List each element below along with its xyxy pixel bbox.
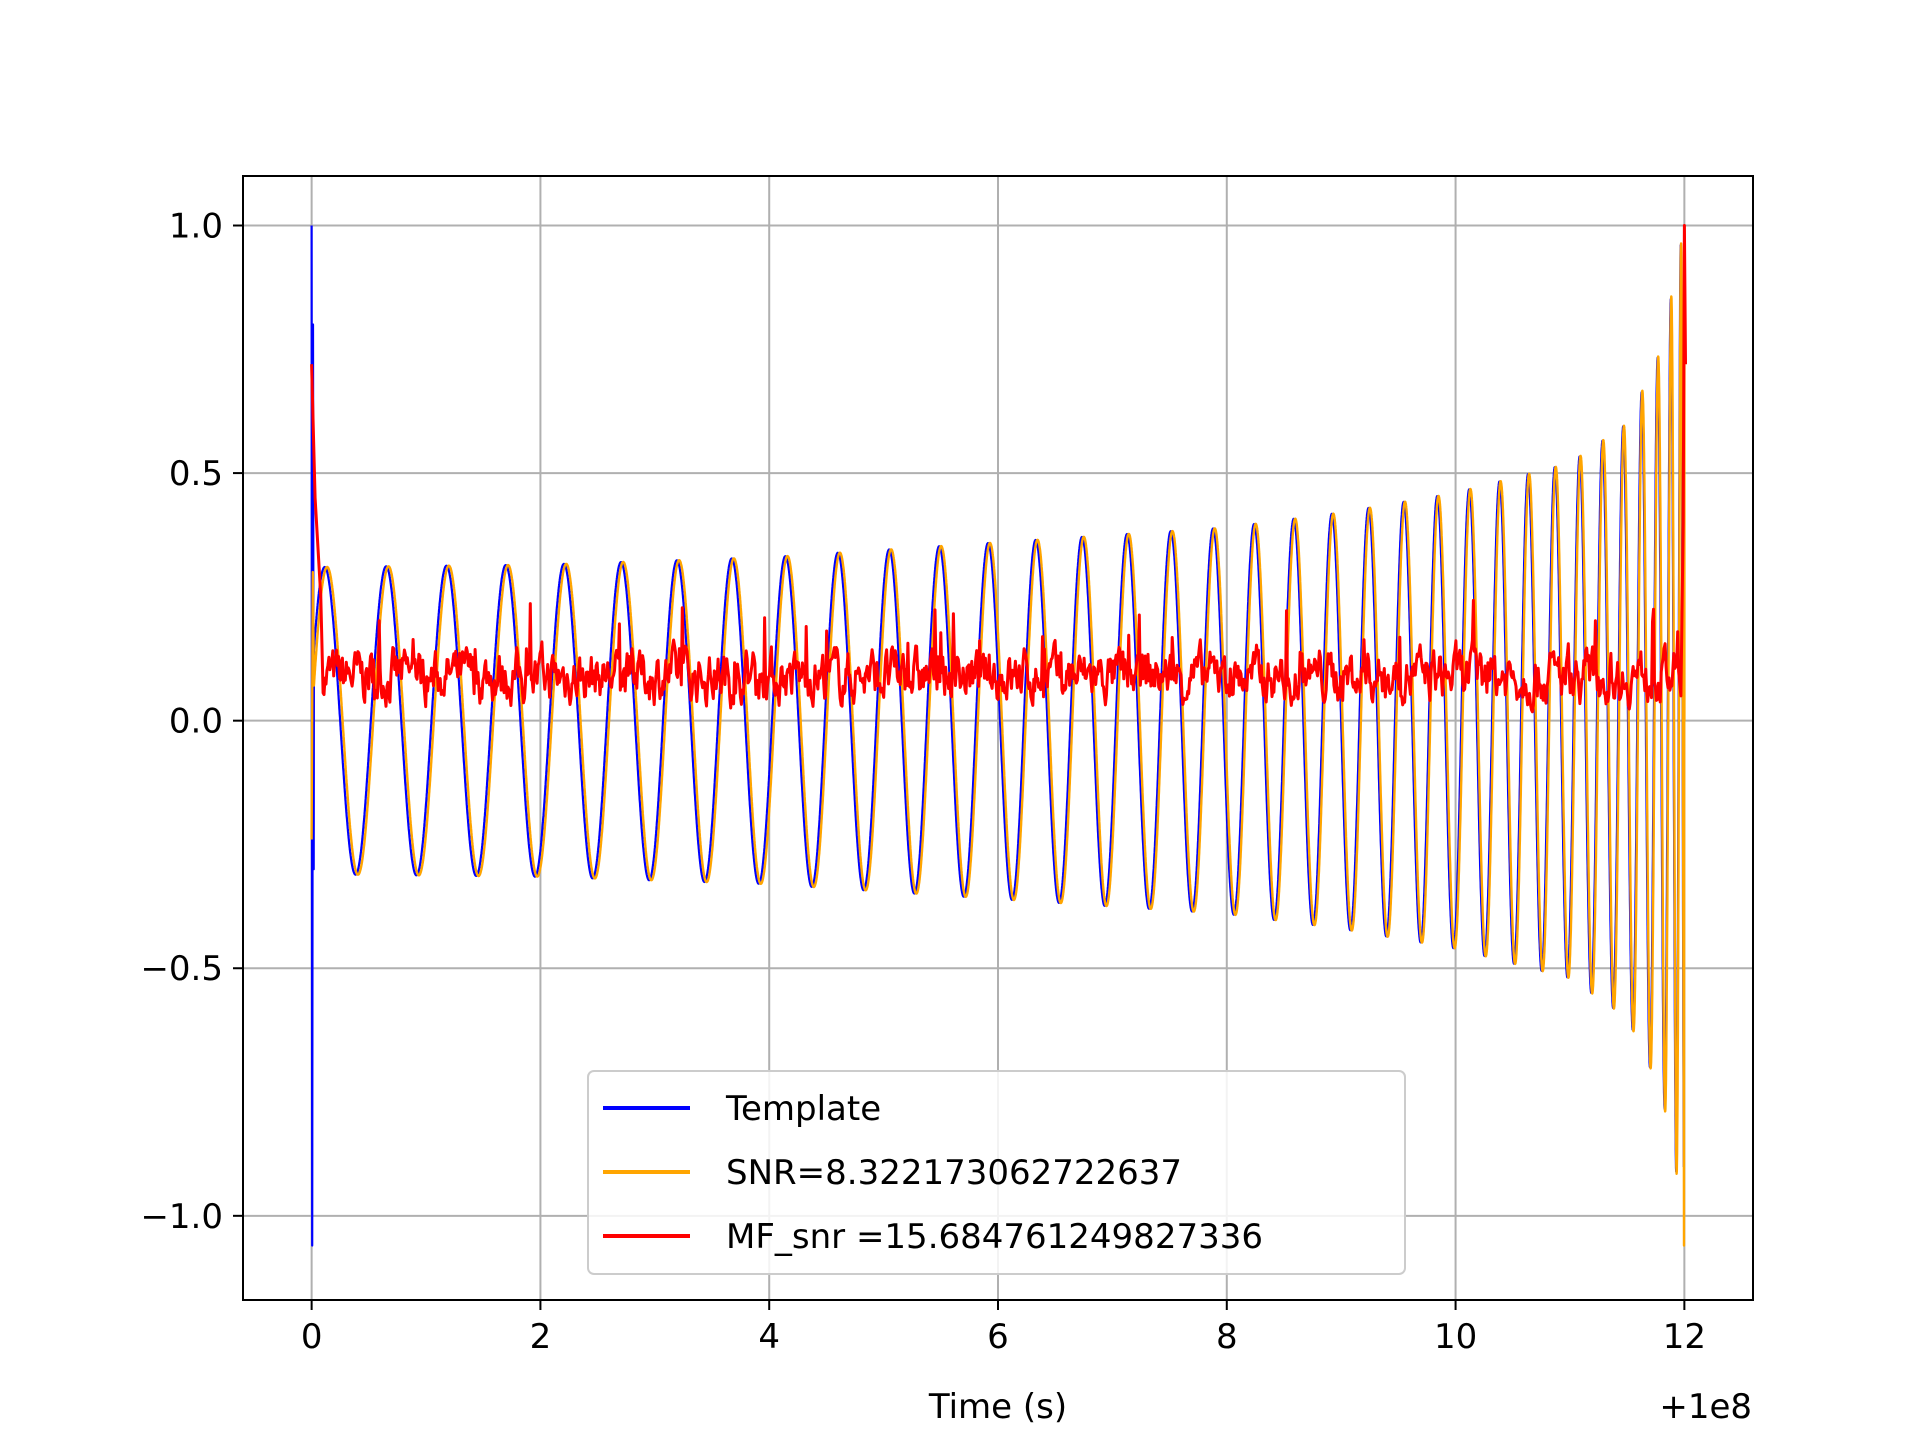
- x-tick-label: 0: [301, 1317, 323, 1357]
- x-axis-label: Time (s): [928, 1387, 1067, 1427]
- legend: Template SNR=8.322173062722637 MF_snr =15.…: [587, 1070, 1406, 1275]
- y-tick-label: 0.5: [169, 454, 223, 494]
- x-tick-label: 8: [1216, 1317, 1238, 1357]
- y-tick-label: 1.0: [169, 207, 223, 247]
- legend-entry-2: MF_snr =15.684761249827336: [726, 1217, 1263, 1257]
- series-mf-snr-line: [310, 224, 1687, 714]
- x-tick-label: 12: [1663, 1317, 1706, 1357]
- y-tick-label: −1.0: [140, 1197, 223, 1237]
- series-layer: [310, 224, 1687, 1247]
- y-tick-label: −0.5: [140, 949, 223, 989]
- x-tick-label: 6: [987, 1317, 1009, 1357]
- x-tick-label: 4: [758, 1317, 780, 1357]
- y-tick-label: 0.0: [169, 702, 223, 742]
- x-tick-label: 10: [1434, 1317, 1477, 1357]
- series-snr-line: [310, 224, 1686, 1247]
- legend-box: [587, 1070, 1406, 1275]
- ticks: 0 2 4 6 8 10 12 1.0 0.5 0.0 −0.5 −1.0: [140, 207, 1706, 1357]
- legend-entry-1: SNR=8.322173062722637: [726, 1153, 1182, 1193]
- x-tick-label: 2: [530, 1317, 552, 1357]
- grid: [243, 176, 1753, 1300]
- x-offset-label: +1e8: [1659, 1387, 1752, 1427]
- legend-entry-0: Template: [725, 1089, 881, 1129]
